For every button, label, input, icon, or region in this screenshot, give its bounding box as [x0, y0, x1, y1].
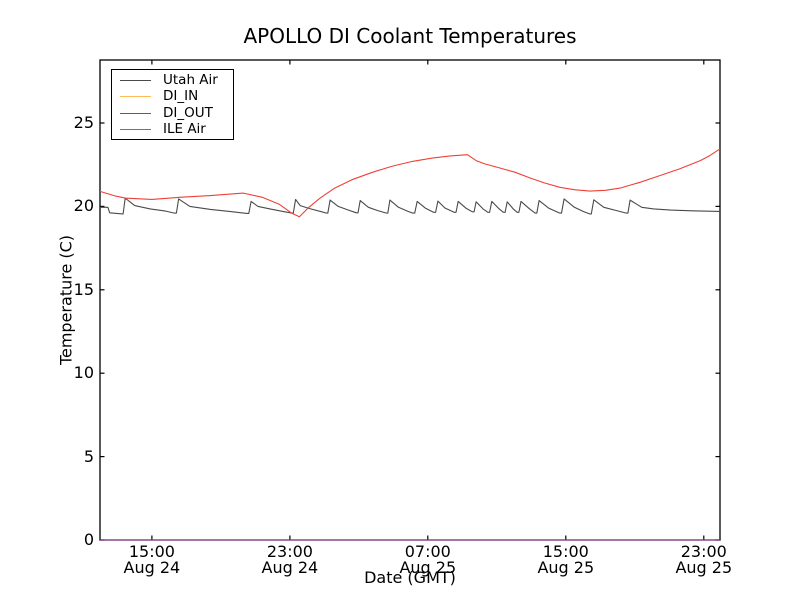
x-tick-date: Aug 25	[675, 558, 733, 577]
x-tick-label: 23:00 Aug 24	[262, 544, 319, 576]
x-tick-date: Aug 25	[537, 558, 595, 577]
x-tick-time: 15:00	[542, 542, 589, 561]
x-axis-label: Date (GMT)	[364, 568, 456, 587]
x-tick-label: 07:00 Aug 25	[399, 544, 456, 576]
y-tick-label: 20	[73, 196, 94, 216]
x-tick-label: 15:00 Aug 25	[537, 544, 594, 576]
series-line-utah-air	[100, 197, 721, 215]
legend-line-swatch-ile-air	[120, 129, 151, 131]
legend-label: Utah Air	[163, 71, 218, 88]
legend-label: DI_IN	[163, 88, 199, 105]
x-tick-label: 15:00 Aug 24	[124, 544, 181, 576]
y-axis-label: Temperature (C)	[56, 234, 76, 366]
legend-item-ile-air: ILE Air	[120, 122, 233, 139]
y-tick-label: 15	[73, 279, 94, 299]
chart-title: APOLLO DI Coolant Temperatures	[243, 24, 577, 48]
x-tick-date: Aug 24	[123, 558, 181, 577]
legend-label: DI_OUT	[163, 104, 213, 121]
legend-item-utah-air: Utah Air	[120, 72, 233, 89]
y-tick-label: 25	[73, 113, 94, 132]
legend-label: ILE Air	[163, 121, 206, 138]
legend-line-swatch-utah-air	[120, 79, 151, 81]
x-tick-time: 23:00	[266, 542, 313, 561]
legend-item-di-out: DI_OUT	[120, 105, 233, 122]
legend-item-di-in: DI_IN	[120, 89, 233, 106]
x-tick-label: 23:00 Aug 25	[675, 544, 732, 576]
x-tick-time: 23:00	[680, 542, 727, 561]
legend-box: Utah Air DI_IN DI_OUT ILE Air	[111, 69, 234, 140]
y-tick-label: 0	[83, 530, 94, 549]
legend-line-swatch-di-out	[120, 112, 151, 114]
x-tick-time: 15:00	[128, 542, 175, 561]
legend-line-swatch-di-in	[120, 96, 151, 98]
x-tick-time: 07:00	[404, 542, 451, 561]
y-tick-label: 5	[83, 446, 94, 466]
y-tick-label: 10	[73, 363, 94, 383]
series-line-ile-air	[99, 148, 721, 218]
x-tick-date: Aug 24	[261, 558, 319, 577]
x-tick-date: Aug 25	[399, 558, 457, 577]
